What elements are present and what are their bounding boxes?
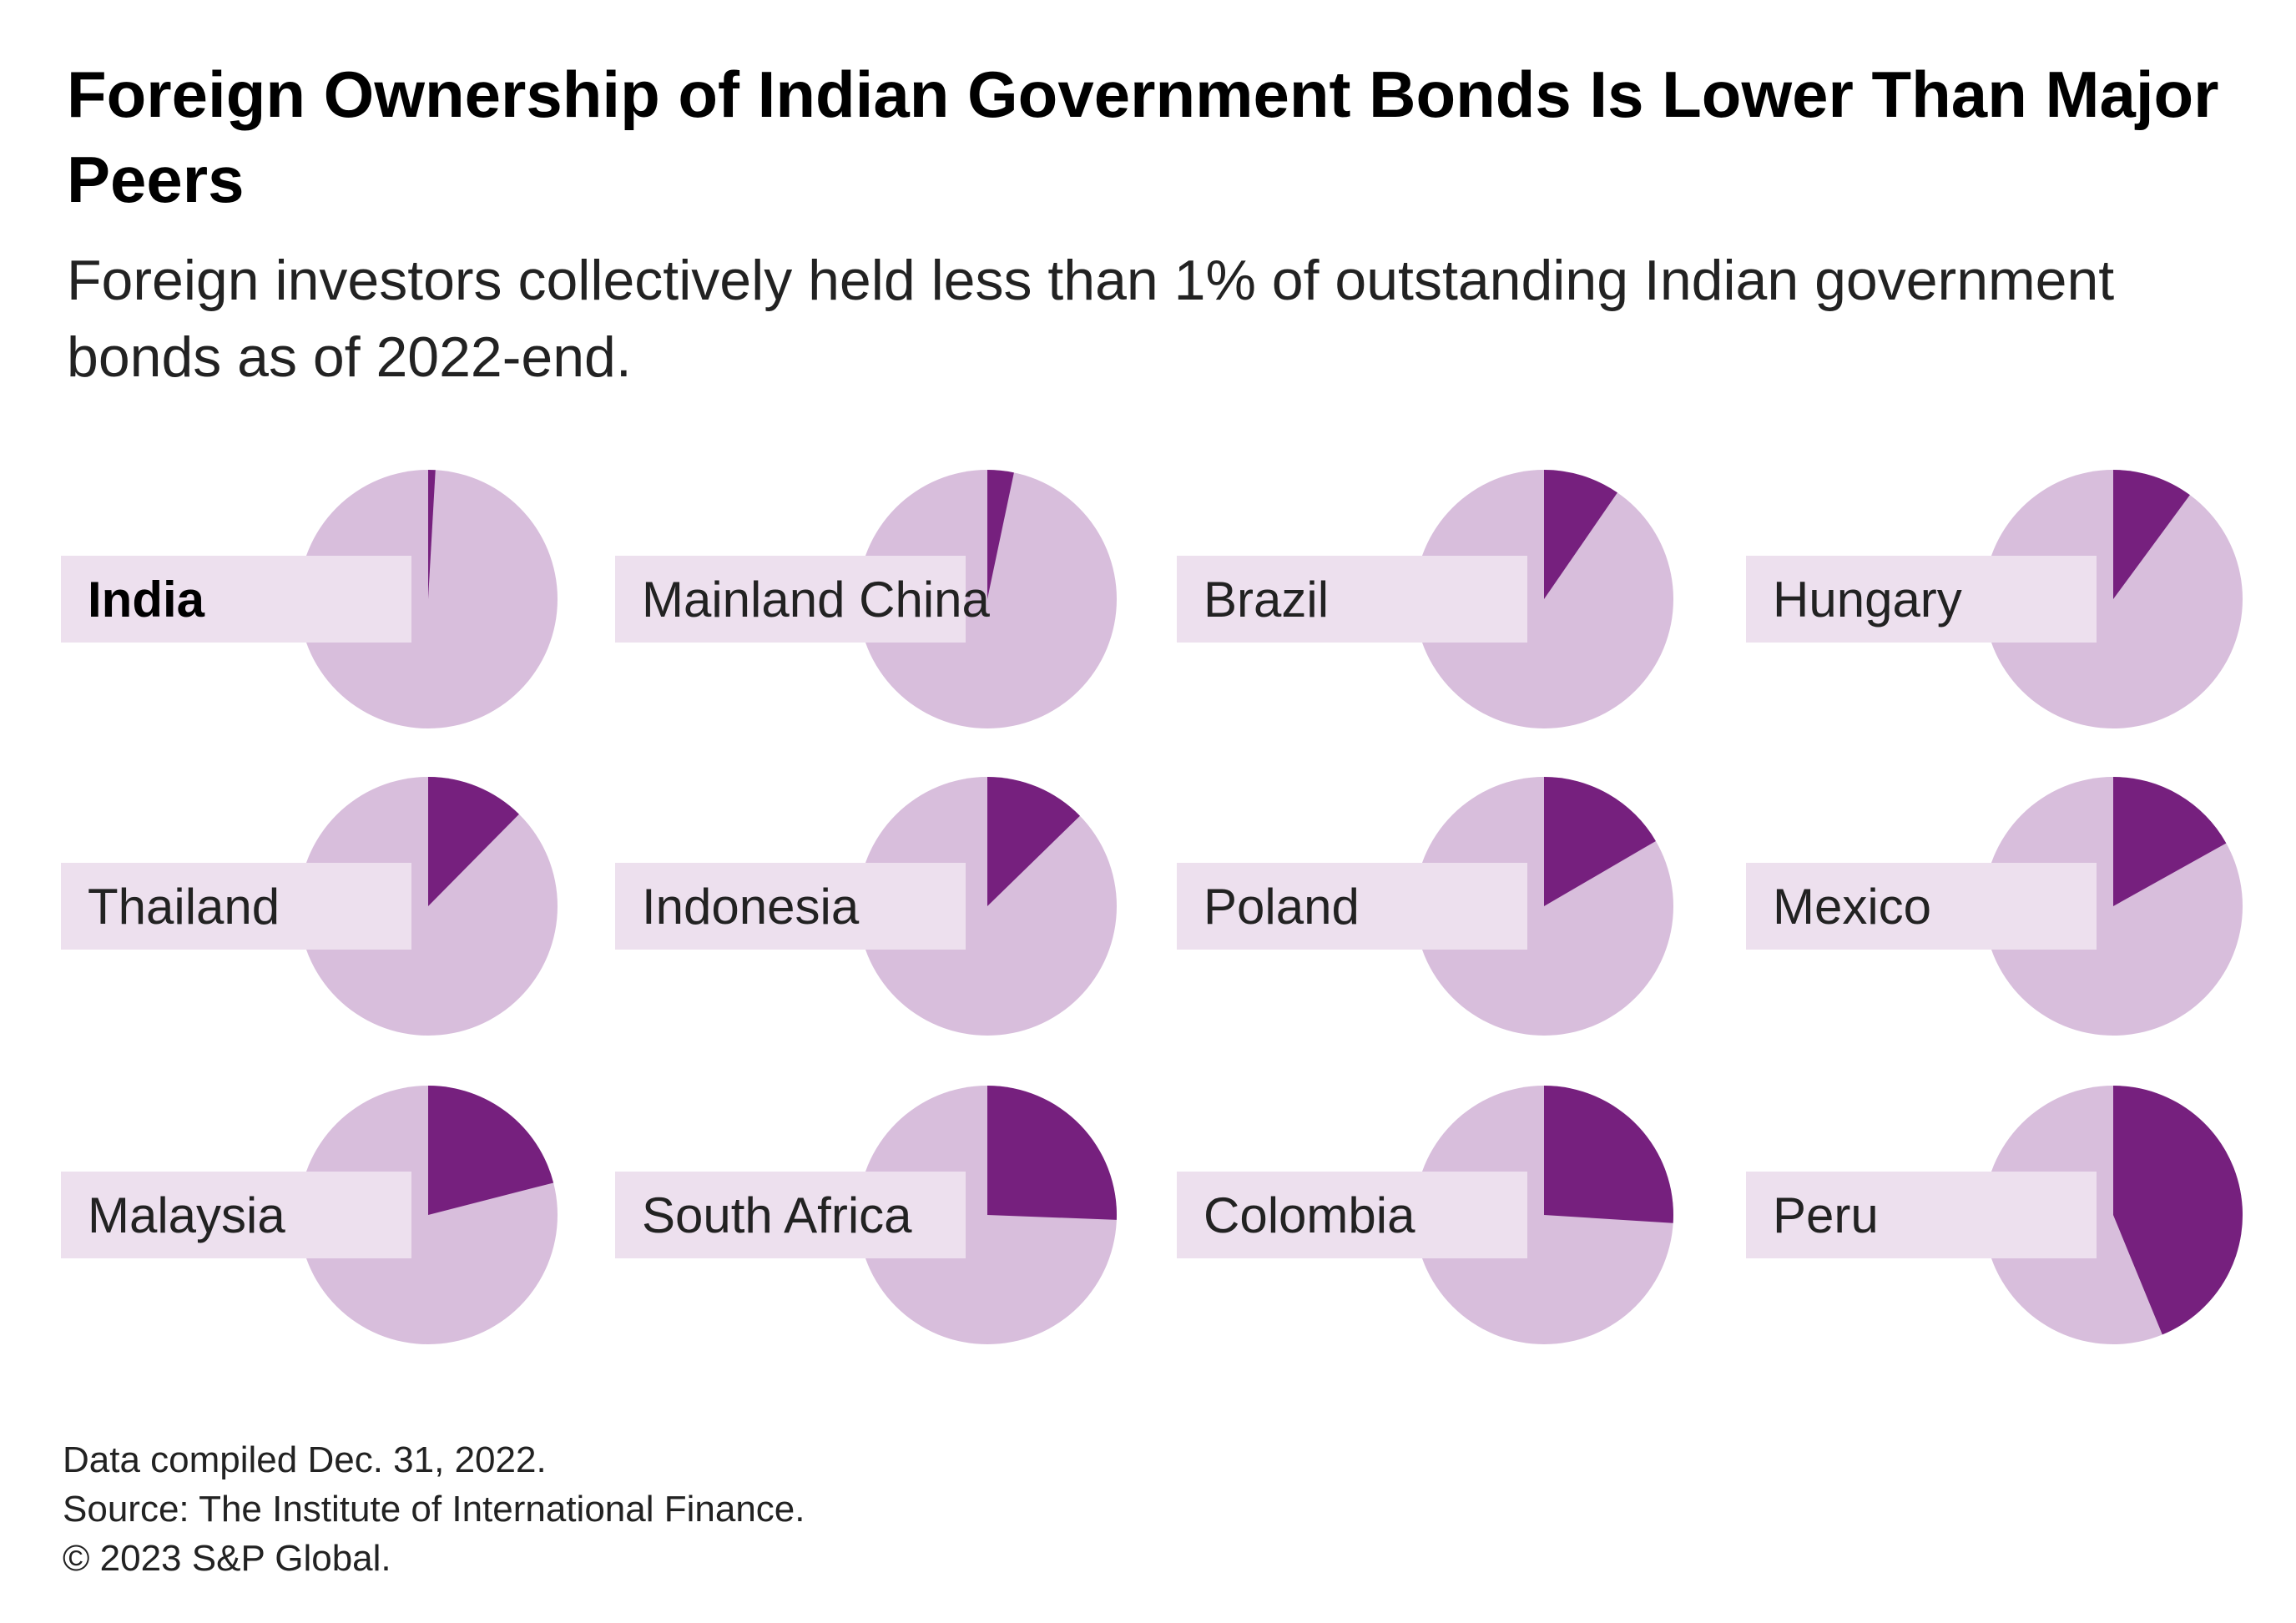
pie-label-malaysia: Malaysia bbox=[88, 1187, 285, 1243]
footer-notes: Data compiled Dec. 31, 2022. Source: The… bbox=[63, 1435, 805, 1583]
label-box-mexico bbox=[1746, 863, 2097, 950]
pie-label-hungary: Hungary bbox=[1773, 572, 1962, 628]
label-box-indonesia bbox=[615, 863, 966, 950]
pie-slice-foreign-hungary bbox=[2113, 470, 2190, 599]
pie-label-mainland-china: Mainland China bbox=[642, 572, 991, 628]
pie-slice-foreign-colombia bbox=[1544, 1086, 1673, 1223]
pie-indonesia: Indonesia bbox=[615, 777, 1117, 1036]
pie-label-india: India bbox=[88, 572, 205, 628]
footer-copyright: © 2023 S&P Global. bbox=[63, 1538, 391, 1579]
pie-label-brazil: Brazil bbox=[1204, 572, 1329, 628]
pie-peru: Peru bbox=[1746, 1086, 2243, 1344]
pie-slice-foreign-indonesia bbox=[987, 777, 1080, 906]
pie-slice-foreign-mexico bbox=[2113, 777, 2227, 906]
label-box-hungary bbox=[1746, 556, 2097, 643]
label-box-malaysia bbox=[61, 1172, 411, 1258]
chart-title: Foreign Ownership of Indian Government B… bbox=[67, 58, 2219, 216]
pie-south-africa: South Africa bbox=[615, 1086, 1117, 1344]
label-box-india bbox=[61, 556, 411, 643]
pie-slice-foreign-malaysia bbox=[428, 1086, 554, 1215]
pie-label-poland: Poland bbox=[1204, 879, 1360, 935]
pie-label-mexico: Mexico bbox=[1773, 879, 1931, 935]
pie-label-indonesia: Indonesia bbox=[642, 879, 860, 935]
pie-label-south-africa: South Africa bbox=[642, 1187, 912, 1243]
footer-source-note: Source: The Institute of International F… bbox=[63, 1489, 805, 1530]
pie-colombia: Colombia bbox=[1177, 1086, 1673, 1344]
pie-label-colombia: Colombia bbox=[1204, 1187, 1415, 1243]
label-box-peru bbox=[1746, 1172, 2097, 1258]
pie-brazil: Brazil bbox=[1177, 470, 1673, 728]
pie-mexico: Mexico bbox=[1746, 777, 2243, 1036]
pie-hungary: Hungary bbox=[1746, 470, 2243, 728]
label-box-thailand bbox=[61, 863, 411, 950]
footer-date-note: Data compiled Dec. 31, 2022. bbox=[63, 1439, 547, 1480]
pie-slice-foreign-india bbox=[428, 470, 436, 599]
pie-thailand: Thailand bbox=[61, 777, 558, 1036]
label-box-mainland-china bbox=[615, 556, 966, 643]
label-box-poland bbox=[1177, 863, 1527, 950]
label-box-brazil bbox=[1177, 556, 1527, 643]
pie-poland: Poland bbox=[1177, 777, 1673, 1036]
pie-label-thailand: Thailand bbox=[88, 879, 280, 935]
chart-subtitle: Foreign investors collectively held less… bbox=[67, 249, 2115, 389]
pie-slice-foreign-south-africa bbox=[987, 1086, 1117, 1220]
pie-mainland-china: Mainland China bbox=[615, 470, 1117, 728]
pie-slice-foreign-mainland-china bbox=[987, 470, 1014, 599]
pie-slice-foreign-poland bbox=[1544, 777, 1656, 906]
label-box-south-africa bbox=[615, 1172, 966, 1258]
pie-slice-foreign-brazil bbox=[1544, 470, 1617, 599]
pie-india: India bbox=[61, 470, 558, 728]
pie-slice-foreign-peru bbox=[2113, 1086, 2243, 1335]
label-box-colombia bbox=[1177, 1172, 1527, 1258]
pie-slice-foreign-thailand bbox=[428, 777, 519, 906]
pie-label-peru: Peru bbox=[1773, 1187, 1879, 1243]
pie-malaysia: Malaysia bbox=[61, 1086, 558, 1344]
